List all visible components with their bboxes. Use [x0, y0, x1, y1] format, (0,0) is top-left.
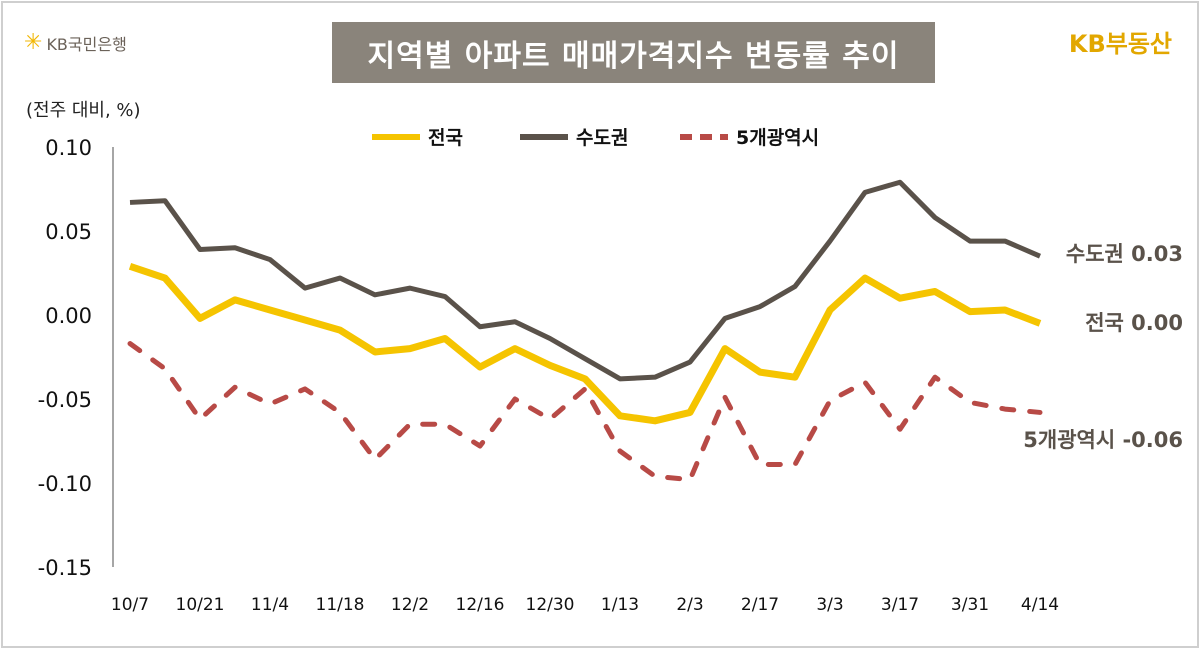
- end-label: 수도권 0.03: [1066, 242, 1183, 266]
- legend-label: 5개광역시: [736, 127, 819, 149]
- x-tick-label: 12/30: [526, 595, 575, 615]
- chart-title: 지역별 아파트 매매가격지수 변동률 추이: [332, 22, 935, 83]
- y-tick-label: 0.00: [45, 304, 92, 328]
- y-tick-label: -0.10: [38, 472, 92, 496]
- x-tick-label: 2/17: [741, 595, 779, 615]
- legend-label: 전국: [428, 127, 463, 149]
- legend-label: 수도권: [576, 127, 628, 149]
- series-line-1: [129, 179, 1041, 382]
- x-tick-label: 4/14: [1021, 595, 1059, 615]
- x-tick-label: 1/13: [601, 595, 639, 615]
- y-tick-label: -0.15: [38, 556, 92, 580]
- x-tick-label: 3/3: [816, 595, 843, 615]
- x-tick-label: 2/3: [676, 595, 703, 615]
- y-tick-label: 0.05: [45, 220, 92, 244]
- kb-bank-logo-text: KB국민은행: [46, 34, 127, 54]
- series-line-2: [127, 341, 1043, 483]
- y-axis-unit: (전주 대비, %): [26, 100, 141, 121]
- x-tick-label: 11/4: [251, 595, 289, 615]
- kb-bank-logo: ✳ KB국민은행: [24, 30, 127, 55]
- kb-star-icon: ✳: [24, 30, 43, 55]
- x-tick-label: 10/21: [176, 595, 225, 615]
- x-tick-label: 10/7: [111, 595, 149, 615]
- y-tick-label: -0.05: [38, 388, 92, 412]
- x-tick-label: 12/2: [391, 595, 429, 615]
- end-label: 전국 0.00: [1085, 311, 1183, 335]
- x-tick-label: 3/31: [951, 595, 989, 615]
- series-line-0: [128, 262, 1042, 425]
- x-tick-label: 11/18: [316, 595, 365, 615]
- y-tick-label: 0.10: [45, 136, 92, 160]
- end-label: 5개광역시 -0.06: [1023, 428, 1183, 452]
- x-tick-label: 3/17: [881, 595, 919, 615]
- kb-realestate-logo: KB부동산: [1068, 30, 1172, 58]
- x-tick-label: 12/16: [456, 595, 505, 615]
